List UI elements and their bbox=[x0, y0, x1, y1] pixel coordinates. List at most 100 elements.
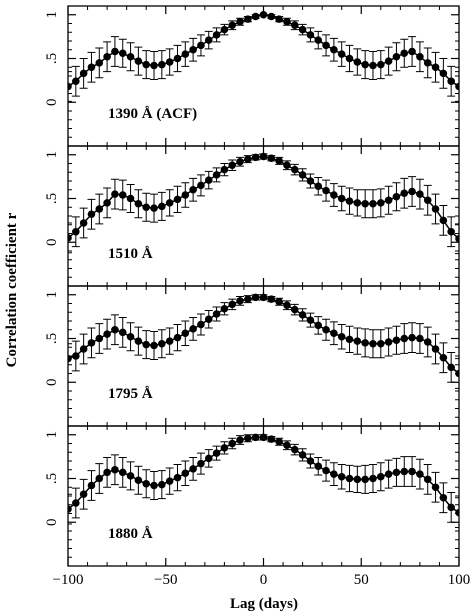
data-point bbox=[173, 54, 182, 63]
data-point bbox=[439, 69, 448, 78]
data-point bbox=[95, 59, 104, 67]
data-point bbox=[150, 61, 158, 70]
data-point bbox=[212, 310, 221, 318]
data-point bbox=[408, 333, 416, 342]
data-point bbox=[392, 192, 401, 201]
data-point bbox=[87, 63, 96, 72]
data-point bbox=[408, 187, 416, 196]
data-point bbox=[337, 50, 346, 58]
data-point bbox=[353, 58, 362, 66]
data-point bbox=[165, 199, 174, 207]
data-point bbox=[111, 465, 119, 474]
data-point bbox=[408, 47, 416, 56]
data-point bbox=[197, 181, 205, 190]
data-point bbox=[72, 499, 80, 507]
panel-label: 1390 Å (ACF) bbox=[108, 106, 197, 122]
data-point bbox=[345, 335, 354, 344]
data-point bbox=[142, 340, 150, 349]
data-point bbox=[72, 77, 80, 86]
data-point bbox=[298, 451, 307, 459]
panel-frame bbox=[67, 285, 460, 427]
data-point bbox=[306, 457, 315, 465]
data-point bbox=[236, 297, 244, 305]
data-point bbox=[79, 490, 88, 499]
data-point bbox=[439, 493, 448, 502]
data-point bbox=[173, 473, 182, 482]
data-point bbox=[165, 337, 174, 345]
data-point bbox=[111, 47, 119, 56]
data-point bbox=[111, 190, 119, 198]
data-point bbox=[455, 234, 459, 243]
data-point bbox=[283, 301, 291, 310]
data-point bbox=[447, 503, 455, 512]
series-line bbox=[68, 436, 459, 514]
data-point bbox=[220, 304, 229, 313]
data-point bbox=[267, 154, 276, 163]
data-point bbox=[306, 31, 315, 39]
data-point bbox=[283, 17, 291, 26]
data-point bbox=[447, 77, 455, 86]
series-line bbox=[68, 155, 459, 240]
data-point bbox=[314, 182, 323, 191]
y-tick-label: .5 bbox=[44, 53, 60, 64]
data-point bbox=[377, 60, 385, 69]
x-tick-label: −50 bbox=[154, 572, 177, 588]
data-point bbox=[353, 475, 362, 484]
data-point bbox=[431, 483, 440, 492]
data-point bbox=[455, 508, 459, 517]
data-point bbox=[314, 36, 323, 44]
data-point bbox=[322, 325, 330, 334]
data-point bbox=[251, 293, 260, 302]
data-point bbox=[165, 477, 174, 485]
data-point bbox=[103, 468, 111, 477]
data-point bbox=[134, 57, 143, 65]
data-point bbox=[236, 157, 244, 166]
data-point bbox=[275, 437, 283, 446]
data-point bbox=[267, 12, 276, 21]
data-point bbox=[212, 31, 221, 39]
data-point bbox=[118, 49, 127, 58]
data-point bbox=[189, 465, 197, 473]
data-point bbox=[95, 205, 104, 213]
data-point bbox=[322, 186, 330, 195]
data-point bbox=[158, 339, 166, 348]
data-point bbox=[126, 194, 135, 203]
data-point bbox=[330, 191, 338, 199]
data-point bbox=[267, 295, 276, 303]
data-point bbox=[423, 338, 432, 346]
data-point bbox=[392, 52, 401, 61]
data-point bbox=[345, 54, 354, 63]
data-point bbox=[220, 165, 229, 174]
data-point bbox=[95, 474, 104, 483]
data-point bbox=[72, 352, 80, 360]
data-point bbox=[431, 205, 440, 213]
data-point bbox=[72, 227, 80, 236]
y-tick-label: .5 bbox=[44, 473, 60, 484]
data-point bbox=[361, 199, 369, 208]
data-point bbox=[68, 354, 72, 363]
data-point bbox=[173, 195, 182, 204]
data-point bbox=[87, 210, 96, 219]
panel: 0 .5 1 1795 Å bbox=[44, 285, 460, 427]
data-point bbox=[228, 300, 237, 309]
data-point bbox=[126, 472, 135, 480]
y-tick-label: 0 bbox=[44, 239, 60, 247]
data-point bbox=[423, 196, 432, 205]
data-point bbox=[251, 433, 260, 442]
data-point bbox=[259, 10, 268, 19]
data-point bbox=[134, 476, 143, 485]
data-point bbox=[283, 161, 291, 170]
data-point bbox=[369, 61, 377, 70]
data-point bbox=[369, 474, 377, 483]
data-point bbox=[251, 12, 260, 21]
data-point bbox=[298, 25, 307, 34]
data-point bbox=[68, 82, 72, 91]
data-point bbox=[267, 435, 276, 443]
data-point bbox=[87, 481, 96, 490]
data-point bbox=[377, 199, 385, 207]
y-tick-label: 0 bbox=[44, 379, 60, 387]
panel: 0 .5 1 1510 Å bbox=[44, 145, 460, 287]
data-point bbox=[142, 479, 150, 488]
data-point bbox=[181, 50, 190, 58]
